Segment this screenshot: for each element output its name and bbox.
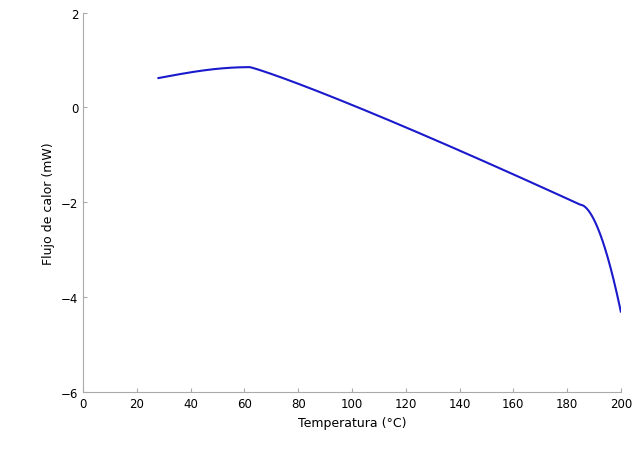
X-axis label: Temperatura (°C): Temperatura (°C)	[298, 416, 406, 429]
Y-axis label: Flujo de calor (mW): Flujo de calor (mW)	[42, 142, 56, 264]
